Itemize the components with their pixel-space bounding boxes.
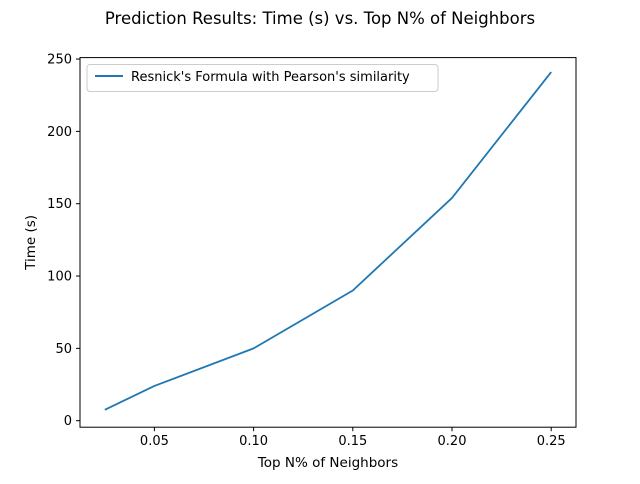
y-axis-ticks: 0 50 100 150 200 250 xyxy=(47,53,80,429)
legend-series-label: Resnick's Formula with Pearson's similar… xyxy=(131,70,410,85)
y-tick-label: 250 xyxy=(47,53,72,68)
x-tick-label: 0.15 xyxy=(338,434,367,449)
series-line xyxy=(104,71,552,411)
x-tick-label: 0.10 xyxy=(239,434,268,449)
y-tick-label: 100 xyxy=(47,270,72,285)
legend-box xyxy=(86,64,439,92)
chart-title: Prediction Results: Time (s) vs. Top N% … xyxy=(105,9,535,28)
x-tick-label: 0.20 xyxy=(438,434,467,449)
legend: Resnick's Formula with Pearson's similar… xyxy=(86,64,439,92)
y-tick-label: 50 xyxy=(55,342,72,357)
x-axis-ticks: 0.05 0.10 0.15 0.20 0.25 xyxy=(140,427,566,449)
x-tick-label: 0.25 xyxy=(537,434,566,449)
x-tick-label: 0.05 xyxy=(140,434,169,449)
y-tick-label: 0 xyxy=(64,414,72,429)
y-tick-label: 200 xyxy=(47,125,72,140)
y-tick-label: 150 xyxy=(47,197,72,212)
series-layer xyxy=(104,71,552,411)
y-axis-label: Time (s) xyxy=(23,215,39,271)
axes-frame xyxy=(79,57,577,428)
x-axis-label: Top N% of Neighbors xyxy=(257,455,398,471)
plot-area: 0.05 0.10 0.15 0.20 0.25 0 50 100 150 200 250 xyxy=(47,53,577,449)
